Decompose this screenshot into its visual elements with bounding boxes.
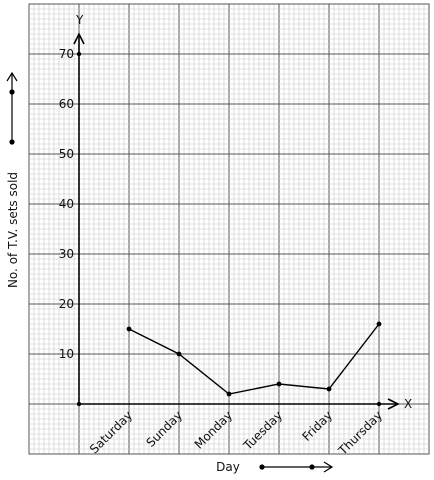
y-axis-top-point xyxy=(76,51,82,57)
x-axis-title: Day xyxy=(216,460,240,474)
y-tick-label: 50 xyxy=(59,147,74,161)
x-axis-arrowhead xyxy=(387,398,400,410)
y-tick-label: 40 xyxy=(59,197,74,211)
data-point xyxy=(226,391,232,397)
series-line xyxy=(128,323,380,395)
axes xyxy=(73,32,400,410)
y-tick-label: 10 xyxy=(59,347,74,361)
y-axis-letter: Y xyxy=(75,13,84,27)
data-point xyxy=(276,381,282,387)
y-direction-arrow-icon xyxy=(6,71,18,145)
x-direction-arrow-icon xyxy=(259,461,334,473)
y-tick-label: 60 xyxy=(59,97,74,111)
data-point xyxy=(376,321,382,327)
y-tick-label: 20 xyxy=(59,297,74,311)
x-axis-end-point xyxy=(376,401,382,407)
x-axis-letter: X xyxy=(404,397,412,411)
data-point xyxy=(326,386,332,392)
data-point xyxy=(176,351,182,357)
data-marks xyxy=(126,321,382,397)
y-tick-label: 30 xyxy=(59,247,74,261)
data-point xyxy=(126,326,132,332)
y-axis-title: No. of T.V. sets sold xyxy=(6,172,20,288)
y-axis-arrowhead xyxy=(73,32,85,45)
graph-paper-grid xyxy=(28,3,430,455)
origin-point xyxy=(76,401,82,407)
y-tick-label: 70 xyxy=(59,47,74,61)
